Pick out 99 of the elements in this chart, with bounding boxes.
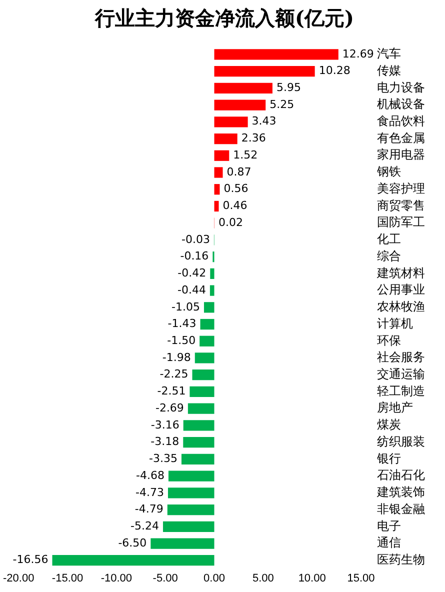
bar (181, 454, 214, 464)
data-label: 0.87 (226, 165, 252, 178)
bar (214, 150, 230, 161)
data-label: -0.42 (178, 266, 206, 280)
bar (167, 504, 214, 516)
data-label: -16.56 (12, 553, 48, 566)
data-label: -4.68 (136, 468, 164, 482)
bar (200, 318, 214, 330)
data-label: -0.44 (177, 283, 206, 296)
bar (214, 116, 248, 128)
y-tick-label: 机械设备 (377, 97, 425, 112)
x-tick-label: -15.00 (52, 572, 84, 584)
y-tick-label: 商贸零售 (377, 198, 425, 212)
bar (204, 302, 214, 313)
bar (150, 538, 214, 549)
y-tick-label: 电子 (377, 518, 401, 533)
y-tick-label: 公用事业 (377, 282, 425, 297)
data-label: 0.46 (222, 199, 248, 212)
bar (168, 488, 214, 498)
bar (183, 437, 214, 448)
y-tick-label: 建筑材料 (376, 266, 425, 280)
bar (214, 82, 272, 94)
y-tick-label: 家用电器 (377, 148, 425, 162)
data-label: 0.56 (224, 182, 248, 196)
bar (214, 200, 219, 212)
y-tick-label: 交通运输 (377, 366, 425, 381)
y-tick-label: 化工 (377, 232, 401, 246)
y-tick-label: 农林牧渔 (377, 300, 425, 314)
y-tick-label: 纺织服装 (377, 434, 425, 448)
bar (168, 470, 214, 482)
bar (188, 403, 214, 414)
data-label: 3.43 (252, 114, 276, 128)
data-label: -2.69 (155, 401, 184, 414)
x-tick-label: 15.00 (347, 572, 375, 584)
data-label: -3.35 (149, 452, 178, 466)
data-label: -3.18 (150, 435, 180, 448)
y-tick-label: 电力设备 (377, 80, 425, 94)
data-label: 12.69 (342, 47, 374, 60)
data-label: 5.95 (276, 81, 301, 94)
x-tick-label: -10.00 (100, 572, 132, 584)
x-tick-label: 5.00 (252, 572, 274, 584)
data-label: -4.79 (134, 502, 164, 516)
y-tick-label: 有色金属 (377, 130, 425, 145)
bar (52, 555, 214, 566)
bar (210, 285, 214, 296)
y-tick-label: 通信 (377, 536, 401, 550)
data-label: -3.16 (150, 418, 180, 432)
data-label: -1.98 (162, 350, 191, 364)
chart-title: 行业主力资金净流入额(亿元) (94, 6, 354, 30)
x-tick-label: 10.00 (298, 572, 326, 584)
data-label: 0.02 (218, 216, 243, 229)
bar (214, 167, 223, 178)
y-tick-label: 非银金融 (377, 502, 425, 516)
y-tick-label: 传媒 (377, 63, 401, 78)
y-tick-label: 汽车 (377, 46, 401, 61)
bar (214, 49, 338, 60)
y-tick-label: 计算机 (377, 316, 413, 330)
y-tick-label: 石油石化 (377, 468, 425, 482)
y-tick-label: 钢铁 (376, 164, 401, 179)
data-label: -1.50 (167, 334, 196, 347)
y-tick-label: 社会服务 (377, 350, 425, 364)
x-tick-label: -5.00 (152, 572, 178, 584)
x-tick-label: -20.00 (2, 572, 34, 584)
bar (162, 521, 214, 532)
y-tick-label: 医药生物 (377, 552, 425, 566)
data-label: -0.16 (180, 250, 209, 263)
y-tick-label: 综合 (377, 248, 401, 263)
data-label: -0.03 (181, 232, 210, 246)
y-tick-label: 环保 (377, 333, 401, 348)
data-label: -4.73 (136, 486, 164, 499)
bar (210, 268, 214, 279)
bar (214, 133, 238, 144)
y-tick-label: 美容护理 (377, 181, 425, 196)
y-tick-label: 轻工制造 (377, 384, 425, 398)
bar (194, 352, 214, 364)
bar (214, 100, 266, 110)
y-tick-label: 国防军工 (377, 215, 425, 230)
bar (214, 66, 315, 77)
y-tick-label: 煤炭 (377, 418, 401, 432)
bar (192, 370, 214, 380)
y-tick-label: 食品饮料 (377, 114, 425, 128)
bar (183, 420, 214, 431)
data-label: 5.25 (270, 98, 294, 111)
y-tick-label: 房地产 (377, 400, 413, 415)
data-label: -1.43 (168, 317, 196, 330)
data-label: 2.36 (241, 132, 266, 145)
bar (190, 386, 214, 398)
x-tick-label: 0.00 (204, 572, 225, 584)
data-label: -1.05 (172, 300, 200, 314)
bar (200, 336, 214, 346)
data-label: 10.28 (318, 64, 350, 78)
data-label: -5.24 (130, 520, 159, 532)
bar (214, 184, 220, 195)
y-tick-label: 银行 (376, 451, 401, 466)
y-tick-label: 建筑装饰 (376, 485, 425, 500)
data-label: -6.50 (118, 536, 147, 550)
data-label: 1.52 (233, 148, 258, 162)
data-label: -2.25 (160, 368, 188, 381)
data-label: -2.51 (157, 384, 186, 398)
